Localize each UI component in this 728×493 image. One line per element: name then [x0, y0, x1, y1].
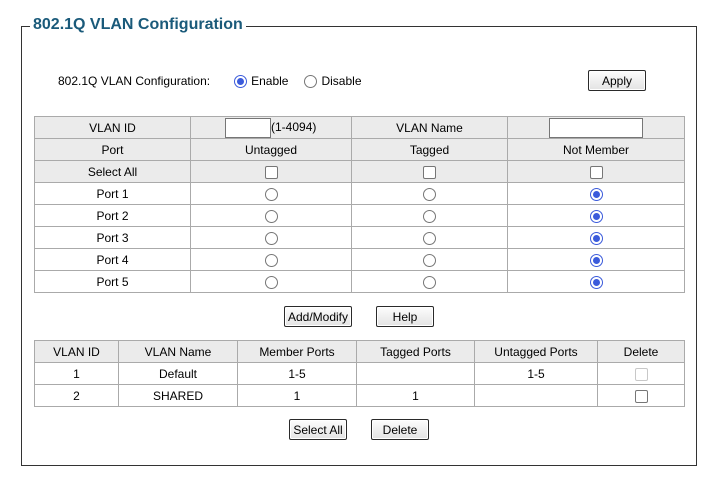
port-row: Port 4 — [34, 248, 685, 271]
column-header: Untagged Ports — [474, 340, 598, 363]
port-not-member-radio[interactable] — [589, 187, 603, 201]
enable-label: Enable — [251, 74, 289, 88]
port-untagged-radio[interactable] — [264, 209, 278, 223]
port-not-member-radio[interactable] — [589, 231, 603, 245]
vlan-id-label: VLAN ID — [34, 116, 191, 139]
delete-checkbox — [634, 367, 648, 381]
port-row: Port 3 — [34, 226, 685, 249]
port-tagged-radio[interactable] — [423, 209, 436, 223]
help-button[interactable]: Help — [376, 306, 434, 327]
vlan-mode-row: 802.1Q VLAN Configuration: Enable Disabl… — [58, 73, 378, 89]
not-member-select-all-checkbox[interactable] — [589, 165, 603, 179]
port-name: Port 1 — [34, 182, 191, 205]
port-header-row: Port Untagged Tagged Not Member — [34, 138, 685, 161]
tagged-ports-cell — [356, 362, 475, 385]
port-tagged-radio[interactable] — [423, 231, 436, 245]
not-member-header: Not Member — [507, 138, 685, 161]
vlan-id-row: VLAN ID (1-4094) VLAN Name — [34, 116, 685, 139]
member-ports-cell: 1 — [237, 384, 357, 407]
column-header: VLAN ID — [34, 340, 119, 363]
table-row: 2 SHARED 1 1 — [34, 384, 685, 407]
vlan-id-cell: 2 — [34, 384, 119, 407]
port-untagged-radio[interactable] — [264, 187, 278, 201]
disable-option[interactable]: Disable — [304, 74, 362, 88]
port-name: Port 4 — [34, 248, 191, 271]
select-all-label: Select All — [34, 160, 191, 183]
vlan-id-range: (1-4094) — [271, 119, 317, 134]
port-row: Port 1 — [34, 182, 685, 205]
port-row: Port 5 — [34, 270, 685, 293]
disable-label: Disable — [321, 74, 362, 88]
port-tagged-radio[interactable] — [423, 275, 436, 289]
port-tagged-radio[interactable] — [423, 253, 436, 267]
vlan-name-input[interactable] — [549, 117, 643, 138]
untagged-select-all-checkbox[interactable] — [264, 165, 278, 179]
column-header: VLAN Name — [118, 340, 238, 363]
config-panel — [21, 26, 697, 466]
vlan-id-cell: 1 — [34, 362, 119, 385]
column-header: Delete — [597, 340, 685, 363]
page-title: 802.1Q VLAN Configuration — [30, 16, 246, 34]
vlan-config-table: VLAN ID (1-4094) VLAN Name Port Untagged… — [34, 116, 685, 293]
enable-option[interactable]: Enable — [234, 74, 288, 88]
port-untagged-radio[interactable] — [264, 253, 278, 267]
port-name: Port 2 — [34, 204, 191, 227]
enable-radio[interactable] — [234, 74, 248, 88]
vlan-list-table: VLAN ID VLAN Name Member Ports Tagged Po… — [34, 340, 685, 407]
vlan-mode-label: 802.1Q VLAN Configuration: — [58, 74, 211, 88]
port-untagged-radio[interactable] — [264, 275, 278, 289]
untagged-ports-cell: 1-5 — [474, 362, 598, 385]
untagged-ports-cell — [474, 384, 598, 407]
add-modify-button[interactable]: Add/Modify — [284, 306, 352, 327]
delete-button[interactable]: Delete — [371, 419, 429, 440]
port-not-member-radio[interactable] — [589, 275, 603, 289]
delete-checkbox[interactable] — [634, 389, 648, 403]
column-header: Member Ports — [237, 340, 357, 363]
column-header: Tagged Ports — [356, 340, 475, 363]
member-ports-cell: 1-5 — [237, 362, 357, 385]
vlan-list-header: VLAN ID VLAN Name Member Ports Tagged Po… — [34, 340, 685, 363]
table-row: 1 Default 1-5 1-5 — [34, 362, 685, 385]
select-all-row: Select All — [34, 160, 685, 183]
disable-radio[interactable] — [304, 74, 318, 88]
vlan-name-cell: SHARED — [118, 384, 238, 407]
vlan-name-cell: Default — [118, 362, 238, 385]
select-all-button[interactable]: Select All — [289, 419, 347, 440]
tagged-select-all-checkbox[interactable] — [423, 165, 436, 179]
port-not-member-radio[interactable] — [589, 253, 603, 267]
port-untagged-radio[interactable] — [264, 231, 278, 245]
port-row: Port 2 — [34, 204, 685, 227]
vlan-id-input[interactable] — [225, 117, 271, 138]
vlan-name-label: VLAN Name — [351, 116, 508, 139]
apply-button[interactable]: Apply — [588, 70, 646, 91]
port-name: Port 5 — [34, 270, 191, 293]
port-header: Port — [34, 138, 191, 161]
tagged-ports-cell: 1 — [356, 384, 475, 407]
untagged-header: Untagged — [190, 138, 352, 161]
port-name: Port 3 — [34, 226, 191, 249]
port-not-member-radio[interactable] — [589, 209, 603, 223]
tagged-header: Tagged — [351, 138, 508, 161]
port-tagged-radio[interactable] — [423, 187, 436, 201]
